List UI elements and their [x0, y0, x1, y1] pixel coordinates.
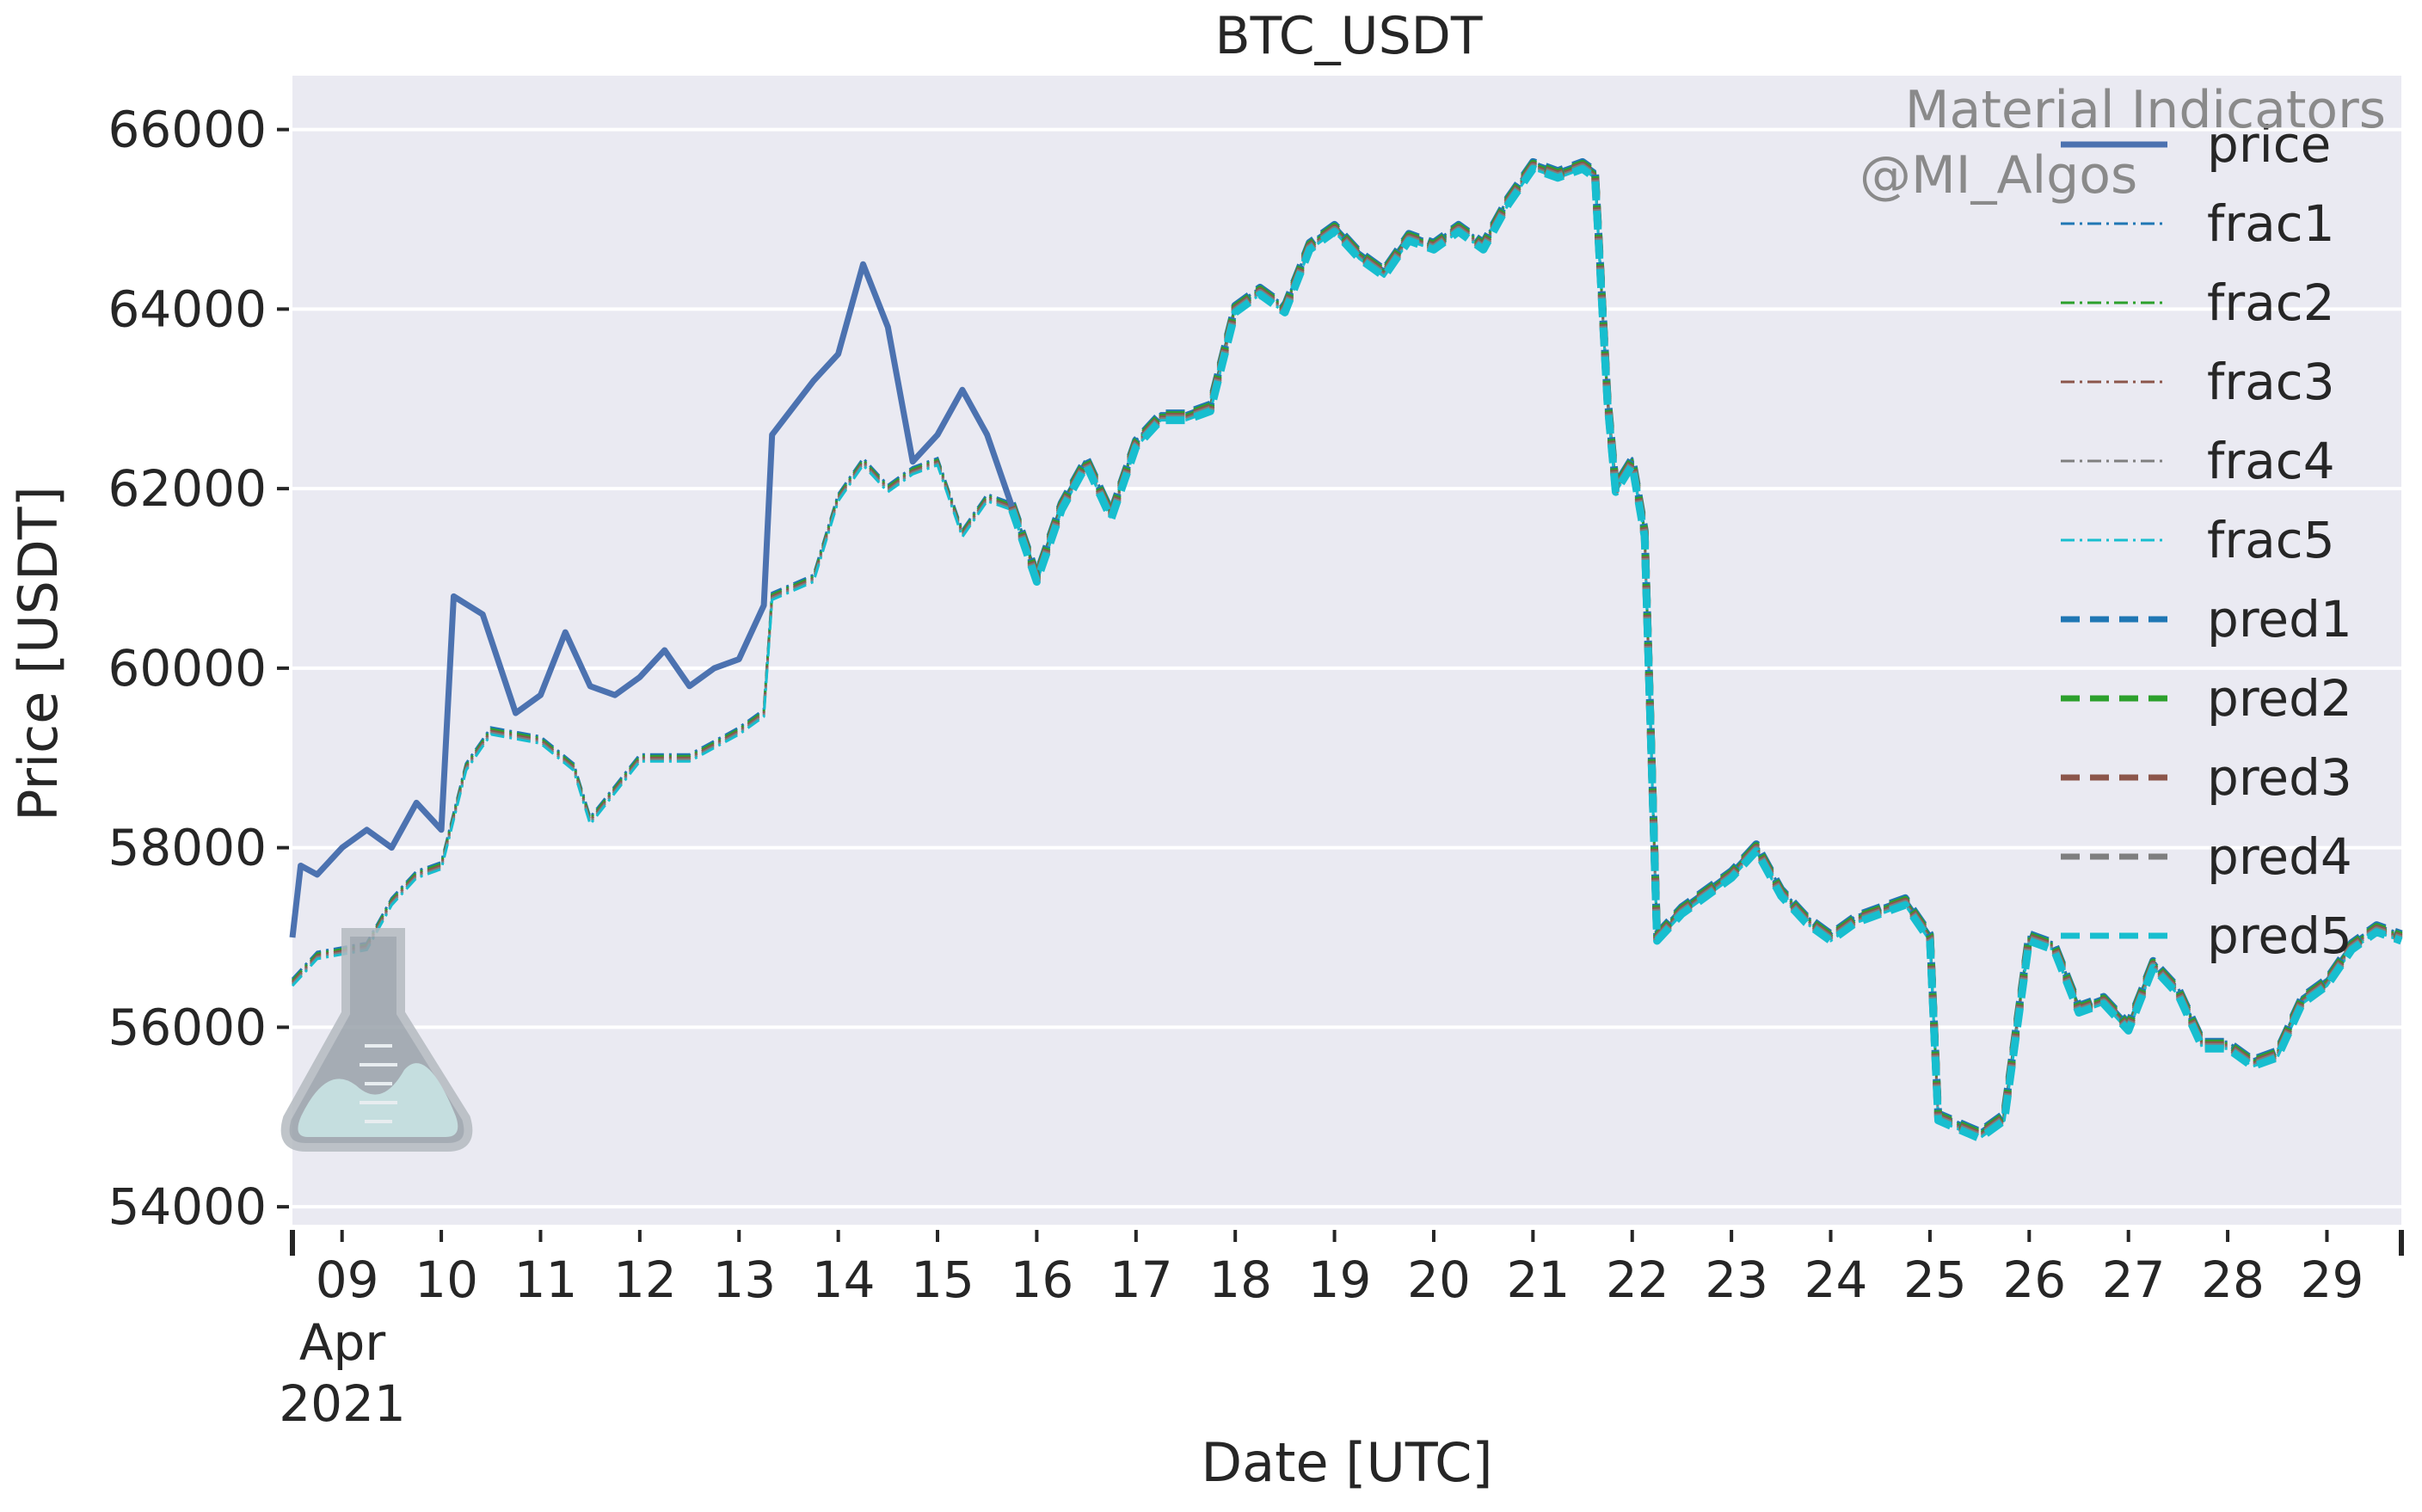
legend-label-pred1: pred1 [2207, 590, 2352, 648]
series-frac5 [291, 167, 2402, 1140]
chart-title: BTC_USDT [1214, 6, 1482, 66]
x-sublabel-month: Apr [299, 1313, 385, 1372]
x-tick-label: 18 [1208, 1251, 1272, 1309]
series-frac5-early [291, 463, 1013, 987]
x-tick-label: 19 [1308, 1251, 1372, 1309]
y-axis: 54000 56000 58000 60000 62000 64000 66000 [108, 101, 289, 1236]
x-tick-label: 11 [514, 1251, 578, 1309]
legend-label-pred4: pred4 [2207, 827, 2352, 886]
x-tick-label: 13 [712, 1251, 776, 1309]
y-tick-label: 58000 [108, 819, 267, 877]
grid-lines [292, 127, 2401, 1209]
series-frac4-line [1011, 165, 2402, 1139]
y-axis-label: Price [USDT] [7, 486, 70, 821]
legend-label-pred3: pred3 [2207, 748, 2352, 807]
x-tick-label: 24 [1804, 1251, 1868, 1309]
x-tick-label: 27 [2102, 1251, 2166, 1309]
legend-label-frac2: frac2 [2207, 274, 2335, 332]
series-frac4 [291, 165, 2402, 1139]
x-tick-label: 29 [2301, 1251, 2364, 1309]
x-tick-label: 26 [2002, 1251, 2066, 1309]
series-frac5-line [1011, 167, 2402, 1140]
x-tick-label: 12 [613, 1251, 677, 1309]
legend-label-frac1: frac1 [2207, 194, 2335, 253]
legend-label-frac3: frac3 [2207, 353, 2335, 411]
series-frac1-early [291, 456, 1013, 980]
watermark-line1: Material Indicators [1905, 80, 2386, 140]
flask-logo-icon [280, 928, 473, 1152]
x-tick-label: 17 [1110, 1251, 1173, 1309]
x-axis-label: Date [UTC] [1201, 1431, 1492, 1494]
legend-label-pred5: pred5 [2207, 907, 2352, 965]
legend-label-frac5: frac5 [2207, 511, 2335, 569]
legend-label-frac4: frac4 [2207, 432, 2335, 490]
x-tick-label: 22 [1606, 1251, 1669, 1309]
x-tick-label: 10 [415, 1251, 478, 1309]
y-tick-label: 54000 [108, 1177, 267, 1236]
y-tick-label: 66000 [108, 101, 267, 159]
y-tick-label: 64000 [108, 280, 267, 338]
x-axis: 09 10 11 12 13 14 15 16 17 18 19 20 21 22 23 24 25 26 27 28… [290, 1230, 2404, 1309]
y-tick-label: 62000 [108, 459, 267, 518]
legend-label-price: price [2207, 115, 2331, 174]
y-tick-label: 60000 [108, 639, 267, 698]
x-tick-label: 16 [1011, 1251, 1074, 1309]
x-tick-label: 25 [1903, 1251, 1967, 1309]
x-tick-label: 28 [2201, 1251, 2265, 1309]
x-tick-label: 20 [1407, 1251, 1471, 1309]
series-frac3-early [291, 459, 1013, 984]
legend: price frac1 frac2 frac3 frac4 frac5 pred1 pred2… [2061, 115, 2352, 965]
plot-area [292, 76, 2401, 1225]
series-frac2-early [291, 458, 1013, 982]
x-tick-label: 09 [316, 1251, 379, 1309]
series-frac4-early [291, 461, 1013, 986]
y-tick-label: 56000 [108, 998, 267, 1056]
legend-label-pred2: pred2 [2207, 669, 2352, 728]
x-sublabel-year: 2021 [279, 1374, 406, 1433]
x-tick-label: 23 [1705, 1251, 1768, 1309]
watermark-line2: @MI_Algos [1860, 145, 2137, 206]
x-tick-label: 21 [1506, 1251, 1570, 1309]
series-lines [289, 157, 2403, 1143]
x-tick-label: 15 [911, 1251, 974, 1309]
series-price-line [289, 261, 1015, 938]
x-tick-label: 14 [812, 1251, 876, 1309]
